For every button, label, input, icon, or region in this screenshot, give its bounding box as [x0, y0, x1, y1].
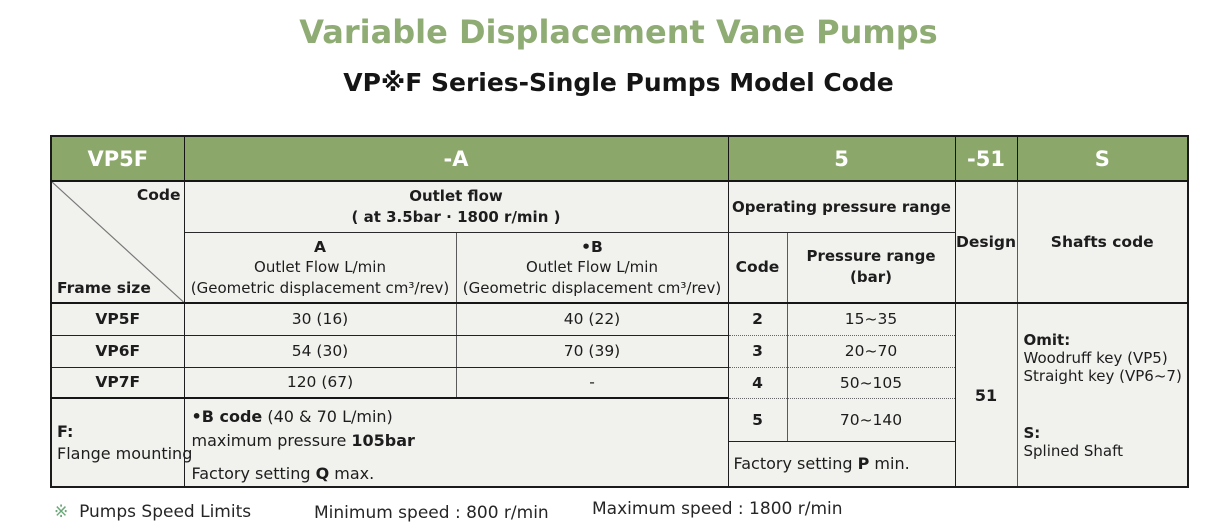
shafts-content: Omit: Woodruff key (VP5) Straight key (V… [1017, 303, 1188, 487]
outlet-flow-header: Outlet flow ( at 3.5bar · 1800 r/min ) [184, 181, 729, 233]
col-b-displacement: (Geometric displacement cm³/rev) [462, 278, 722, 297]
frame-vp5f: VP5F [51, 303, 185, 336]
model-code-table: VP5F -A 5 -51 S Code Frame size Outlet f… [50, 135, 1189, 488]
col-b-code: •B [581, 237, 603, 256]
header-design: -51 [955, 136, 1018, 182]
pressure-code-4: 4 [728, 367, 788, 399]
table-row-vp6f: VP6F 54 (30) 70 (39) 3 20~70 [51, 335, 1188, 368]
vp5f-flow-b: 40 (22) [456, 303, 729, 336]
pressure-code-5: 5 [728, 398, 788, 442]
maximum-speed-note: Maximum speed : 1800 r/min [592, 499, 843, 519]
pressure-range-header: Pressure range (bar) [787, 232, 956, 304]
frame-vp6f: VP6F [51, 335, 185, 368]
header-shafts: S [1017, 136, 1188, 182]
vp7f-flow-b: - [456, 367, 729, 399]
diagonal-line [52, 182, 184, 302]
shafts-omit-line1: Woodruff key (VP5) [1023, 348, 1168, 367]
pumps-speed-limits-note: ※ Pumps Speed Limits [54, 502, 251, 522]
corner-code-label: Code [136, 186, 181, 204]
frame-vp7f: VP7F [51, 367, 185, 399]
header-pressure: 5 [728, 136, 956, 182]
pressure-code-header: Code [728, 232, 788, 304]
factory-setting-p-cell: Factory setting P min. [728, 441, 956, 487]
vp5f-flow-a: 30 (16) [184, 303, 457, 336]
page-subtitle: VP※F Series-Single Pumps Model Code [343, 68, 894, 97]
col-b-header: •B Outlet Flow L/min (Geometric displace… [456, 232, 729, 304]
shafts-s-desc: Splined Shaft [1023, 441, 1124, 460]
max-pressure-line: maximum pressure 105bar [191, 431, 415, 450]
design-header: Design [955, 181, 1018, 304]
col-a-unit: Outlet Flow L/min [254, 258, 386, 276]
col-b-unit: Outlet Flow L/min [526, 258, 658, 276]
table-row-factory-setting: Factory setting P min. [51, 441, 1188, 487]
shafts-omit-line2: Straight key (VP6~7) [1023, 366, 1182, 385]
header-row: VP5F -A 5 -51 S [51, 136, 1188, 182]
pressure-code-2: 2 [728, 303, 788, 336]
col-a-displacement: (Geometric displacement cm³/rev) [190, 278, 450, 297]
header-frame-size: VP5F [51, 136, 185, 182]
pumps-speed-limits-label: Pumps Speed Limits [79, 502, 252, 522]
header-outlet-flow: -A [184, 136, 729, 182]
vp6f-flow-b: 70 (39) [456, 335, 729, 368]
table-row-vp5f: VP5F 30 (16) 40 (22) 2 15~35 51 Omit: Wo… [51, 303, 1188, 487]
factory-setting-q-line: Factory setting Q max. [191, 464, 375, 483]
pressure-code-3: 3 [728, 335, 788, 368]
pressure-range-5: 70~140 [787, 398, 956, 442]
pressure-range-4: 50~105 [787, 367, 956, 399]
table-row-vp7f: VP7F 120 (67) - 4 50~105 [51, 367, 1188, 399]
factory-setting-p-line: Factory setting P min. [733, 454, 910, 474]
col-a-code: A [314, 237, 326, 256]
mounting-cell: F: Flange mounting [51, 398, 193, 487]
pressure-range-header-line2: (bar) [850, 268, 892, 287]
vp7f-flow-a: 120 (67) [184, 367, 457, 399]
table-row-mounting: F: Flange mounting •B code (40 & 70 L/mi… [51, 398, 1188, 487]
pressure-range-3: 20~70 [787, 335, 956, 368]
page-title: Variable Displacement Vane Pumps [299, 13, 938, 51]
col-a-header: A Outlet Flow L/min (Geometric displacem… [184, 232, 457, 304]
corner-cell: Code Frame size [51, 181, 185, 304]
operating-pressure-header: Operating pressure range [728, 181, 956, 233]
minimum-speed-note: Minimum speed : 800 r/min [314, 503, 549, 523]
shafts-header: Shafts code [1017, 181, 1188, 304]
mounting-desc: Flange mounting [57, 443, 193, 463]
shafts-omit-label: Omit: [1023, 330, 1071, 349]
vp6f-flow-a: 54 (30) [184, 335, 457, 368]
shafts-s-label: S: [1023, 423, 1041, 442]
outlet-flow-condition: ( at 3.5bar · 1800 r/min ) [351, 207, 561, 226]
pressure-range-header-line1: Pressure range [806, 247, 936, 266]
b-code-line: •B code (40 & 70 L/min) [191, 407, 393, 426]
design-value: 51 [955, 303, 1018, 487]
corner-frame-size-label: Frame size [57, 279, 151, 297]
pressure-range-2: 15~35 [787, 303, 956, 336]
reference-mark-icon: ※ [54, 502, 69, 522]
b-code-note-cell: •B code (40 & 70 L/min) maximum pressure… [184, 398, 729, 487]
outlet-flow-title: Outlet flow [409, 186, 503, 205]
mounting-code: F: [57, 421, 74, 441]
